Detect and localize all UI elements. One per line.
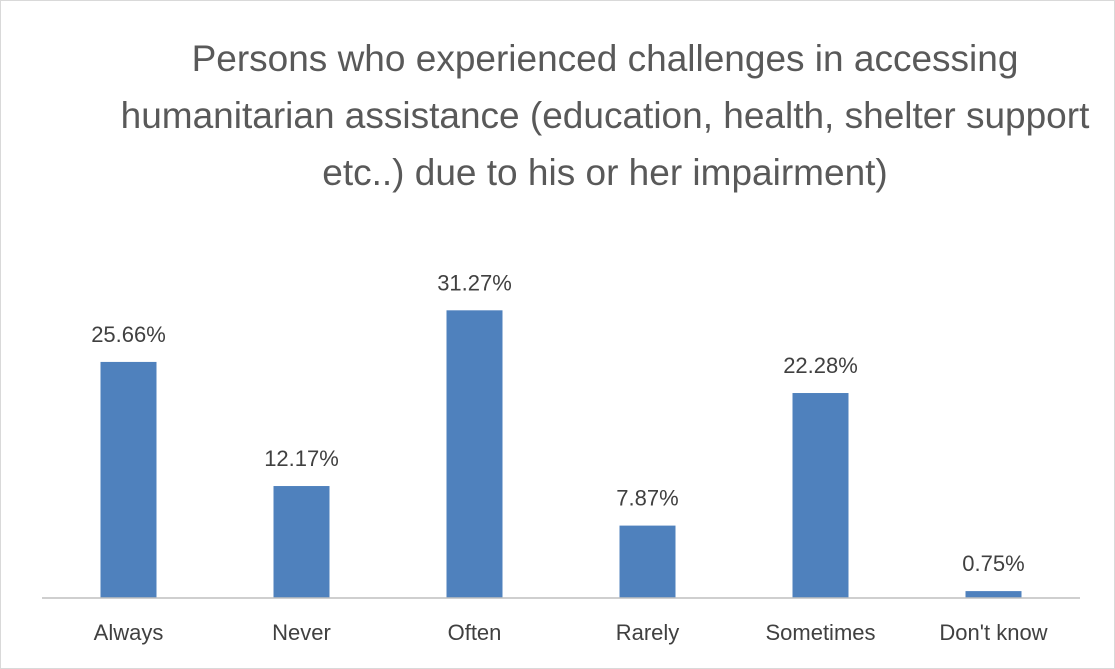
data-label-never: 12.17% [264, 446, 339, 471]
category-label-rarely: Rarely [616, 620, 680, 645]
data-label-always: 25.66% [91, 322, 166, 347]
bars-group [100, 310, 1022, 598]
category-label-often: Often [448, 620, 502, 645]
category-label-never: Never [272, 620, 331, 645]
category-label-sometimes: Sometimes [765, 620, 875, 645]
data-label-often: 31.27% [437, 270, 512, 295]
category-label-always: Always [94, 620, 164, 645]
category-label-don-t-know: Don't know [939, 620, 1047, 645]
category-labels-group: Always Never Often Rarely Sometimes Don't kno… [94, 620, 1048, 645]
bar-don-t-know [965, 591, 1022, 598]
data-labels-group: 25.66% 12.17% 31.27% 7.87% 22.28% 0.75% [91, 270, 1025, 576]
bar-often [446, 310, 503, 598]
data-label-don-t-know: 0.75% [962, 551, 1024, 576]
data-label-rarely: 7.87% [616, 486, 678, 511]
bar-always [100, 361, 157, 598]
bar-rarely [619, 525, 676, 598]
bar-sometimes [792, 393, 849, 598]
chart-title: Persons who experienced challenges in ac… [120, 38, 1090, 193]
data-label-sometimes: 22.28% [783, 353, 858, 378]
bar-never [273, 486, 330, 598]
